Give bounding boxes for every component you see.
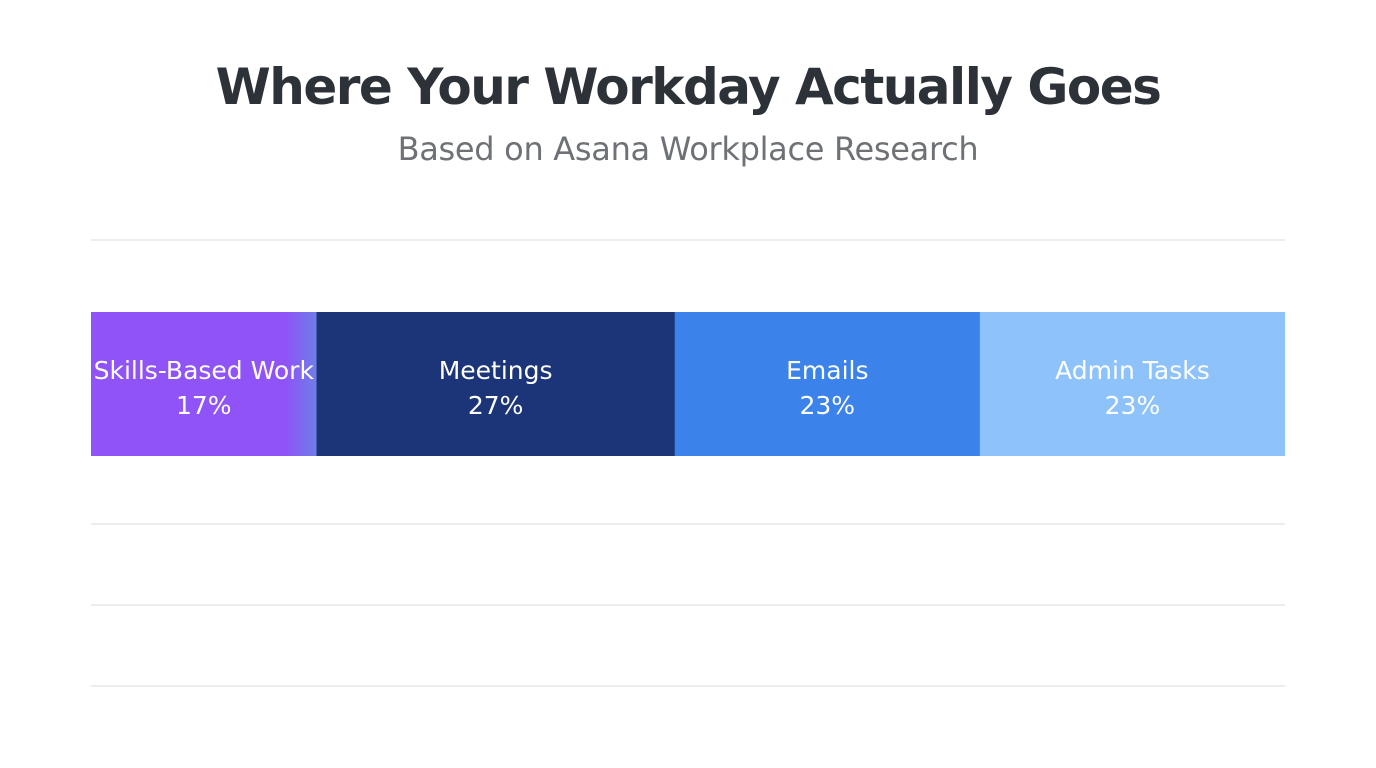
chart-subtitle: Based on Asana Workplace Research <box>397 130 979 168</box>
segment-label-emails: Emails <box>786 356 868 385</box>
bar-segment-emails <box>674 312 981 456</box>
segment-value-skills-based-work: 17% <box>176 391 232 420</box>
segment-labels: Skills-Based Work 17% Meetings 27% Emails 23%… <box>94 356 1210 420</box>
chart-title: Where Your Workday Actually Goes <box>215 58 1162 116</box>
bar-segments <box>91 312 1285 456</box>
segment-label-admin-tasks: Admin Tasks <box>1055 356 1210 385</box>
segment-label-skills-based-work: Skills-Based Work <box>94 356 315 385</box>
segment-label-meetings: Meetings <box>439 356 553 385</box>
bar-segment-skills-based-work <box>91 312 318 456</box>
segment-value-admin-tasks: 23% <box>1105 391 1161 420</box>
segment-value-emails: 23% <box>800 391 856 420</box>
bar-segment-admin-tasks <box>979 312 1285 456</box>
bar-segment-meetings <box>316 312 676 456</box>
gridlines <box>91 239 1285 687</box>
segment-value-meetings: 27% <box>468 391 524 420</box>
